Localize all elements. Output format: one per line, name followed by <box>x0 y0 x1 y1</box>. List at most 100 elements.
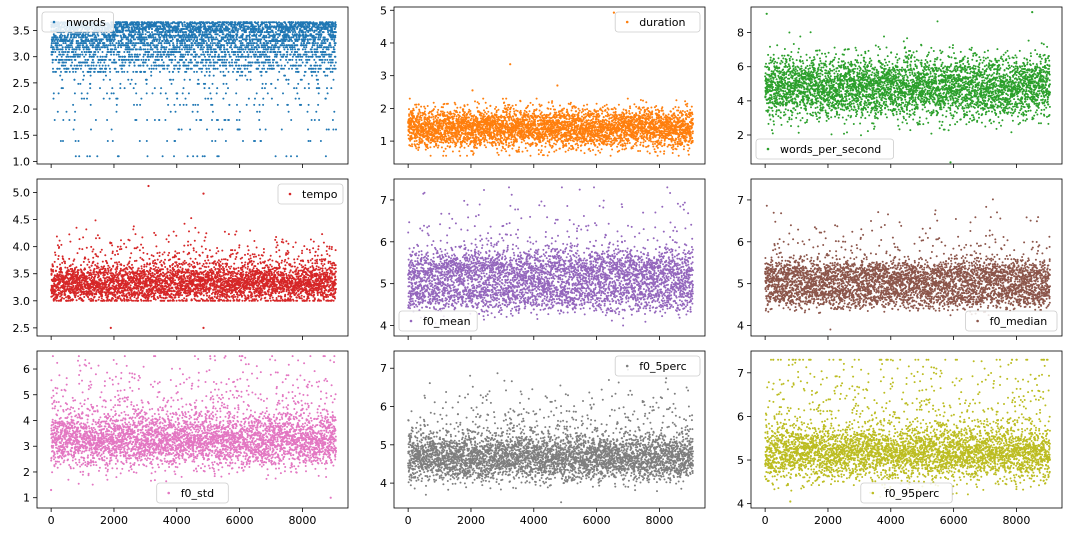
data-point <box>102 65 104 67</box>
data-point <box>169 44 171 46</box>
data-point <box>223 46 225 48</box>
data-point <box>328 48 330 50</box>
data-point <box>304 48 306 50</box>
data-point <box>120 36 122 38</box>
data-point <box>300 59 302 61</box>
data-point <box>115 48 117 50</box>
data-point <box>58 51 60 53</box>
data-point <box>233 68 235 70</box>
data-point <box>147 155 149 157</box>
data-point <box>193 38 195 40</box>
data-point <box>66 71 68 73</box>
data-point <box>268 33 270 35</box>
data-point <box>144 54 146 56</box>
data-point <box>52 71 54 73</box>
data-point <box>263 38 265 40</box>
data-point <box>207 51 209 53</box>
data-point <box>308 35 310 37</box>
data-point <box>60 71 62 73</box>
data-point <box>212 83 214 85</box>
data-point <box>236 79 238 81</box>
data-point <box>236 33 238 35</box>
data-point <box>304 65 306 67</box>
data-point <box>190 59 192 61</box>
data-point <box>318 119 320 121</box>
data-point <box>239 129 241 131</box>
data-point <box>282 56 284 58</box>
data-point <box>204 56 206 58</box>
data-point <box>167 35 169 37</box>
data-point <box>137 56 139 58</box>
data-point <box>191 54 193 56</box>
data-point <box>277 104 279 106</box>
data-point <box>270 83 272 85</box>
data-point <box>325 42 327 44</box>
data-point <box>278 48 280 50</box>
data-point <box>139 104 141 106</box>
data-point <box>62 119 64 121</box>
data-point <box>323 56 325 58</box>
data-point <box>75 71 77 73</box>
data-point <box>118 155 120 157</box>
data-point <box>64 65 66 67</box>
data-point <box>110 54 112 56</box>
data-point <box>140 98 142 100</box>
data-point <box>245 48 247 50</box>
data-point <box>264 56 266 58</box>
data-point <box>229 62 231 64</box>
data-point <box>222 59 224 61</box>
data-point <box>85 33 87 35</box>
data-point <box>63 68 65 70</box>
data-point <box>69 71 71 73</box>
data-point <box>216 62 218 64</box>
data-point <box>196 71 198 73</box>
data-point <box>152 42 154 44</box>
data-point <box>290 119 292 121</box>
data-point <box>138 59 140 61</box>
data-point <box>311 119 313 121</box>
data-point <box>294 48 296 50</box>
data-point <box>209 44 211 46</box>
data-point <box>187 155 189 157</box>
data-point <box>247 46 249 48</box>
data-point <box>171 54 173 56</box>
data-point <box>142 33 144 35</box>
data-point <box>182 25 184 27</box>
data-point <box>236 119 238 121</box>
data-point <box>175 65 177 67</box>
data-point <box>326 75 328 77</box>
data-point <box>123 71 125 73</box>
data-point <box>116 104 118 106</box>
data-point <box>79 46 81 48</box>
data-point <box>227 87 229 89</box>
data-point <box>94 51 96 53</box>
data-point <box>105 68 107 70</box>
data-point <box>322 54 324 56</box>
data-point <box>85 42 87 44</box>
data-point <box>177 31 179 33</box>
data-point <box>212 56 214 58</box>
data-point <box>117 46 119 48</box>
data-point <box>118 42 120 44</box>
data-point <box>171 62 173 64</box>
data-point <box>160 54 162 56</box>
data-point <box>89 87 91 89</box>
data-point <box>131 79 133 81</box>
data-point <box>211 104 213 106</box>
data-point <box>89 155 91 157</box>
data-point <box>224 48 226 50</box>
data-point <box>153 51 155 53</box>
data-point <box>200 54 202 56</box>
data-point <box>275 31 277 33</box>
data-point <box>222 31 224 33</box>
data-point <box>222 26 224 28</box>
data-point <box>260 56 262 58</box>
data-point <box>202 62 204 64</box>
data-point <box>95 36 97 38</box>
data-point <box>109 79 111 81</box>
data-point <box>250 56 252 58</box>
data-point <box>90 71 92 73</box>
data-point <box>209 54 211 56</box>
data-point <box>230 46 232 48</box>
data-point <box>295 59 297 61</box>
